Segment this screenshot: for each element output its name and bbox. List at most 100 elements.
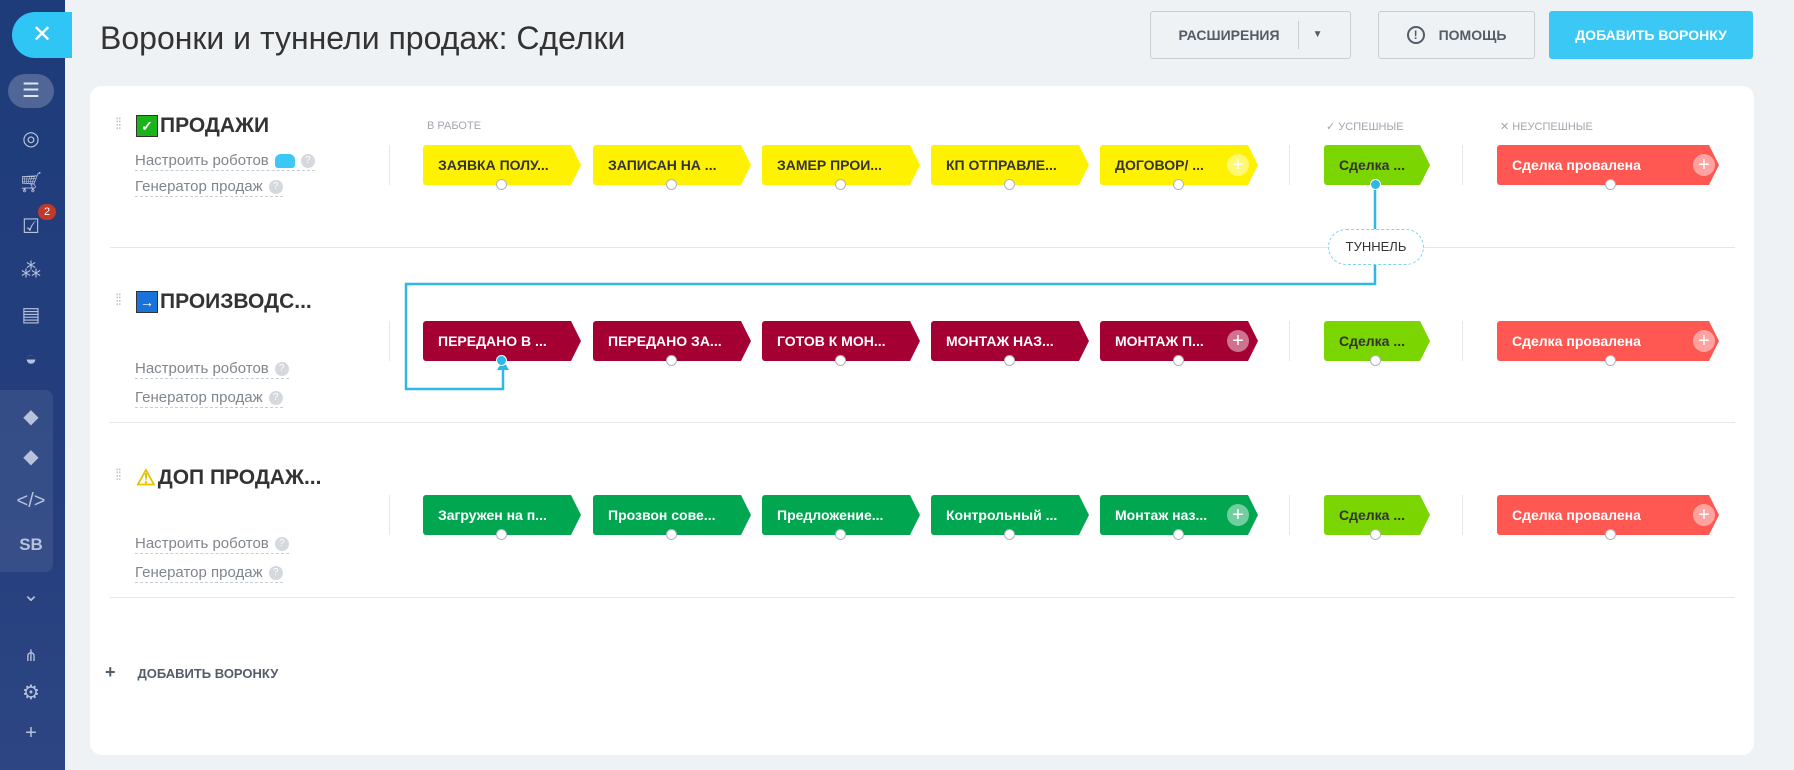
tunnel-connector-dot[interactable] [496,355,507,366]
tunnel-connector-dot[interactable] [666,355,677,366]
sidebar: ✕ ☰ ◎ 🛒︎ ☑ 2 ⁂ ▤ ◒ ◆ ◆ </> SB ⌄ ⋔ ⚙ + [0,0,72,770]
extensions-button[interactable]: РАСШИРЕНИЯ ▼ [1150,11,1351,59]
tunnel-connector-dot[interactable] [1605,179,1616,190]
chevron-down-icon[interactable]: ▼ [1297,21,1322,49]
column-separator [1289,495,1290,535]
add-stage-icon[interactable]: + [1227,330,1249,352]
tunnel-connector-dot[interactable] [1605,355,1616,366]
column-separator [1462,321,1463,361]
column-separator [1289,145,1290,185]
tunnel-connector-dot[interactable] [1370,179,1381,190]
network-icon[interactable]: ⋔ [24,648,38,665]
tunnel-connector-dot[interactable] [666,529,677,540]
funnel-icon[interactable]: ☰ [8,74,54,108]
warning-icon: ⚠ [136,465,156,490]
drag-handle[interactable]: ⁞⁞ [115,116,122,133]
tunnel-connector-dot[interactable] [835,179,846,190]
robot-icon[interactable]: ◒ [24,348,38,370]
add-stage-icon[interactable]: + [1227,504,1249,526]
stage[interactable]: ЗАПИСАН НА ... [593,145,751,185]
tunnel-connector-dot[interactable] [1004,355,1015,366]
success-stage[interactable]: Сделка ... [1324,495,1430,535]
help-button[interactable]: ! ПОМОЩЬ [1378,11,1535,59]
configure-robots-link[interactable]: Настроить роботов? [135,152,315,171]
sb-app-icon[interactable]: SB [19,535,43,554]
stage[interactable]: Прозвон сове... [593,495,751,535]
help-icon[interactable]: ? [268,180,283,195]
row-divider [110,247,1735,248]
box-icon[interactable]: ◆ [23,446,39,468]
sales-generator-link[interactable]: Генератор продаж? [135,564,283,583]
stage[interactable]: ЗАМЕР ПРОИ... [762,145,920,185]
tunnel-connector-dot[interactable] [1173,529,1184,540]
stage[interactable]: Загружен на п... [423,495,581,535]
sales-generator-link[interactable]: Генератор продаж? [135,389,283,408]
drag-handle[interactable]: ⁞⁞ [115,467,122,484]
target-icon[interactable]: ◎ [22,128,40,150]
tasks-badge: 2 [38,204,57,220]
fail-stage[interactable]: Сделка провалена [1497,145,1719,185]
help-icon[interactable]: ? [274,362,289,377]
help-label: ПОМОЩЬ [1438,27,1507,43]
sidebar-group [0,390,53,572]
column-separator [389,321,390,361]
code-icon[interactable]: </> [16,490,46,512]
stage[interactable]: КП ОТПРАВЛЕ... [931,145,1089,185]
fail-stage[interactable]: Сделка провалена [1497,321,1719,361]
drag-handle[interactable]: ⁞⁞ [115,292,122,309]
stage[interactable]: ДОГОВОР/ ... [1100,145,1258,185]
stage[interactable]: ЗАЯВКА ПОЛУ... [423,145,581,185]
cart-icon[interactable]: 🛒︎ [18,172,44,194]
stage[interactable]: ПЕРЕДАНО ЗА... [593,321,751,361]
sales-generator-link[interactable]: Генератор продаж? [135,178,283,197]
close-icon[interactable]: ✕ [12,12,72,58]
tunnel-connector-dot[interactable] [1370,355,1381,366]
funnel-name[interactable]: ✓ ПРОДАЖИ [136,114,269,138]
help-icon[interactable]: ? [274,537,289,552]
tunnel-connector-dot[interactable] [1370,529,1381,540]
tunnel-connector-dot[interactable] [835,355,846,366]
stage[interactable]: МОНТАЖ П... [1100,321,1258,361]
plus-icon[interactable]: + [25,722,37,744]
stage[interactable]: Контрольный ... [931,495,1089,535]
help-icon[interactable]: ? [300,154,315,169]
stage[interactable]: МОНТАЖ НАЗ... [931,321,1089,361]
tunnel-connector-dot[interactable] [1173,355,1184,366]
stage[interactable]: Монтаж наз... [1100,495,1258,535]
tunnel-connector-dot[interactable] [496,529,507,540]
contacts-icon[interactable]: ▤ [21,304,41,326]
tunnel-badge[interactable]: ТУННЕЛЬ [1328,229,1424,265]
tunnel-connector-dot[interactable] [835,529,846,540]
help-icon[interactable]: ? [268,391,283,406]
chevron-down-icon[interactable]: ⌄ [22,584,40,606]
configure-robots-link[interactable]: Настроить роботов? [135,535,289,554]
tunnel-connector-dot[interactable] [666,179,677,190]
column-header-in-work: В РАБОТЕ [427,120,482,132]
funnel-name[interactable]: ⚠ ДОП ПРОДАЖ... [136,465,322,490]
sites-icon[interactable]: ⁂ [21,260,41,282]
help-icon[interactable]: ? [268,566,283,581]
add-funnel-link[interactable]: + ДОБАВИТЬ ВОРОНКУ [105,662,279,682]
add-stage-icon[interactable]: + [1693,154,1715,176]
success-stage[interactable]: Сделка ... [1324,145,1430,185]
tunnel-connector-dot[interactable] [1004,179,1015,190]
tunnel-connector-dot[interactable] [1004,529,1015,540]
info-icon: ! [1406,26,1425,44]
fail-stage[interactable]: Сделка провалена [1497,495,1719,535]
stage[interactable]: ПЕРЕДАНО В ... [423,321,581,361]
gear-icon[interactable]: ⚙ [22,682,40,704]
tunnel-connector-dot[interactable] [1173,179,1184,190]
add-stage-icon[interactable]: + [1693,504,1715,526]
stage[interactable]: ГОТОВ К МОН... [762,321,920,361]
add-stage-icon[interactable]: + [1693,330,1715,352]
success-stage[interactable]: Сделка ... [1324,321,1430,361]
configure-robots-link[interactable]: Настроить роботов? [135,360,289,379]
tunnel-connector-dot[interactable] [1605,529,1616,540]
add-funnel-button[interactable]: ДОБАВИТЬ ВОРОНКУ [1549,11,1753,59]
funnel-name[interactable]: → ПРОИЗВОДС... [136,290,312,314]
tunnel-connector-dot[interactable] [496,179,507,190]
stage[interactable]: Предложение... [762,495,920,535]
box-icon[interactable]: ◆ [23,406,39,428]
tasks-icon[interactable]: ☑ 2 [8,204,57,244]
add-stage-icon[interactable]: + [1227,154,1249,176]
